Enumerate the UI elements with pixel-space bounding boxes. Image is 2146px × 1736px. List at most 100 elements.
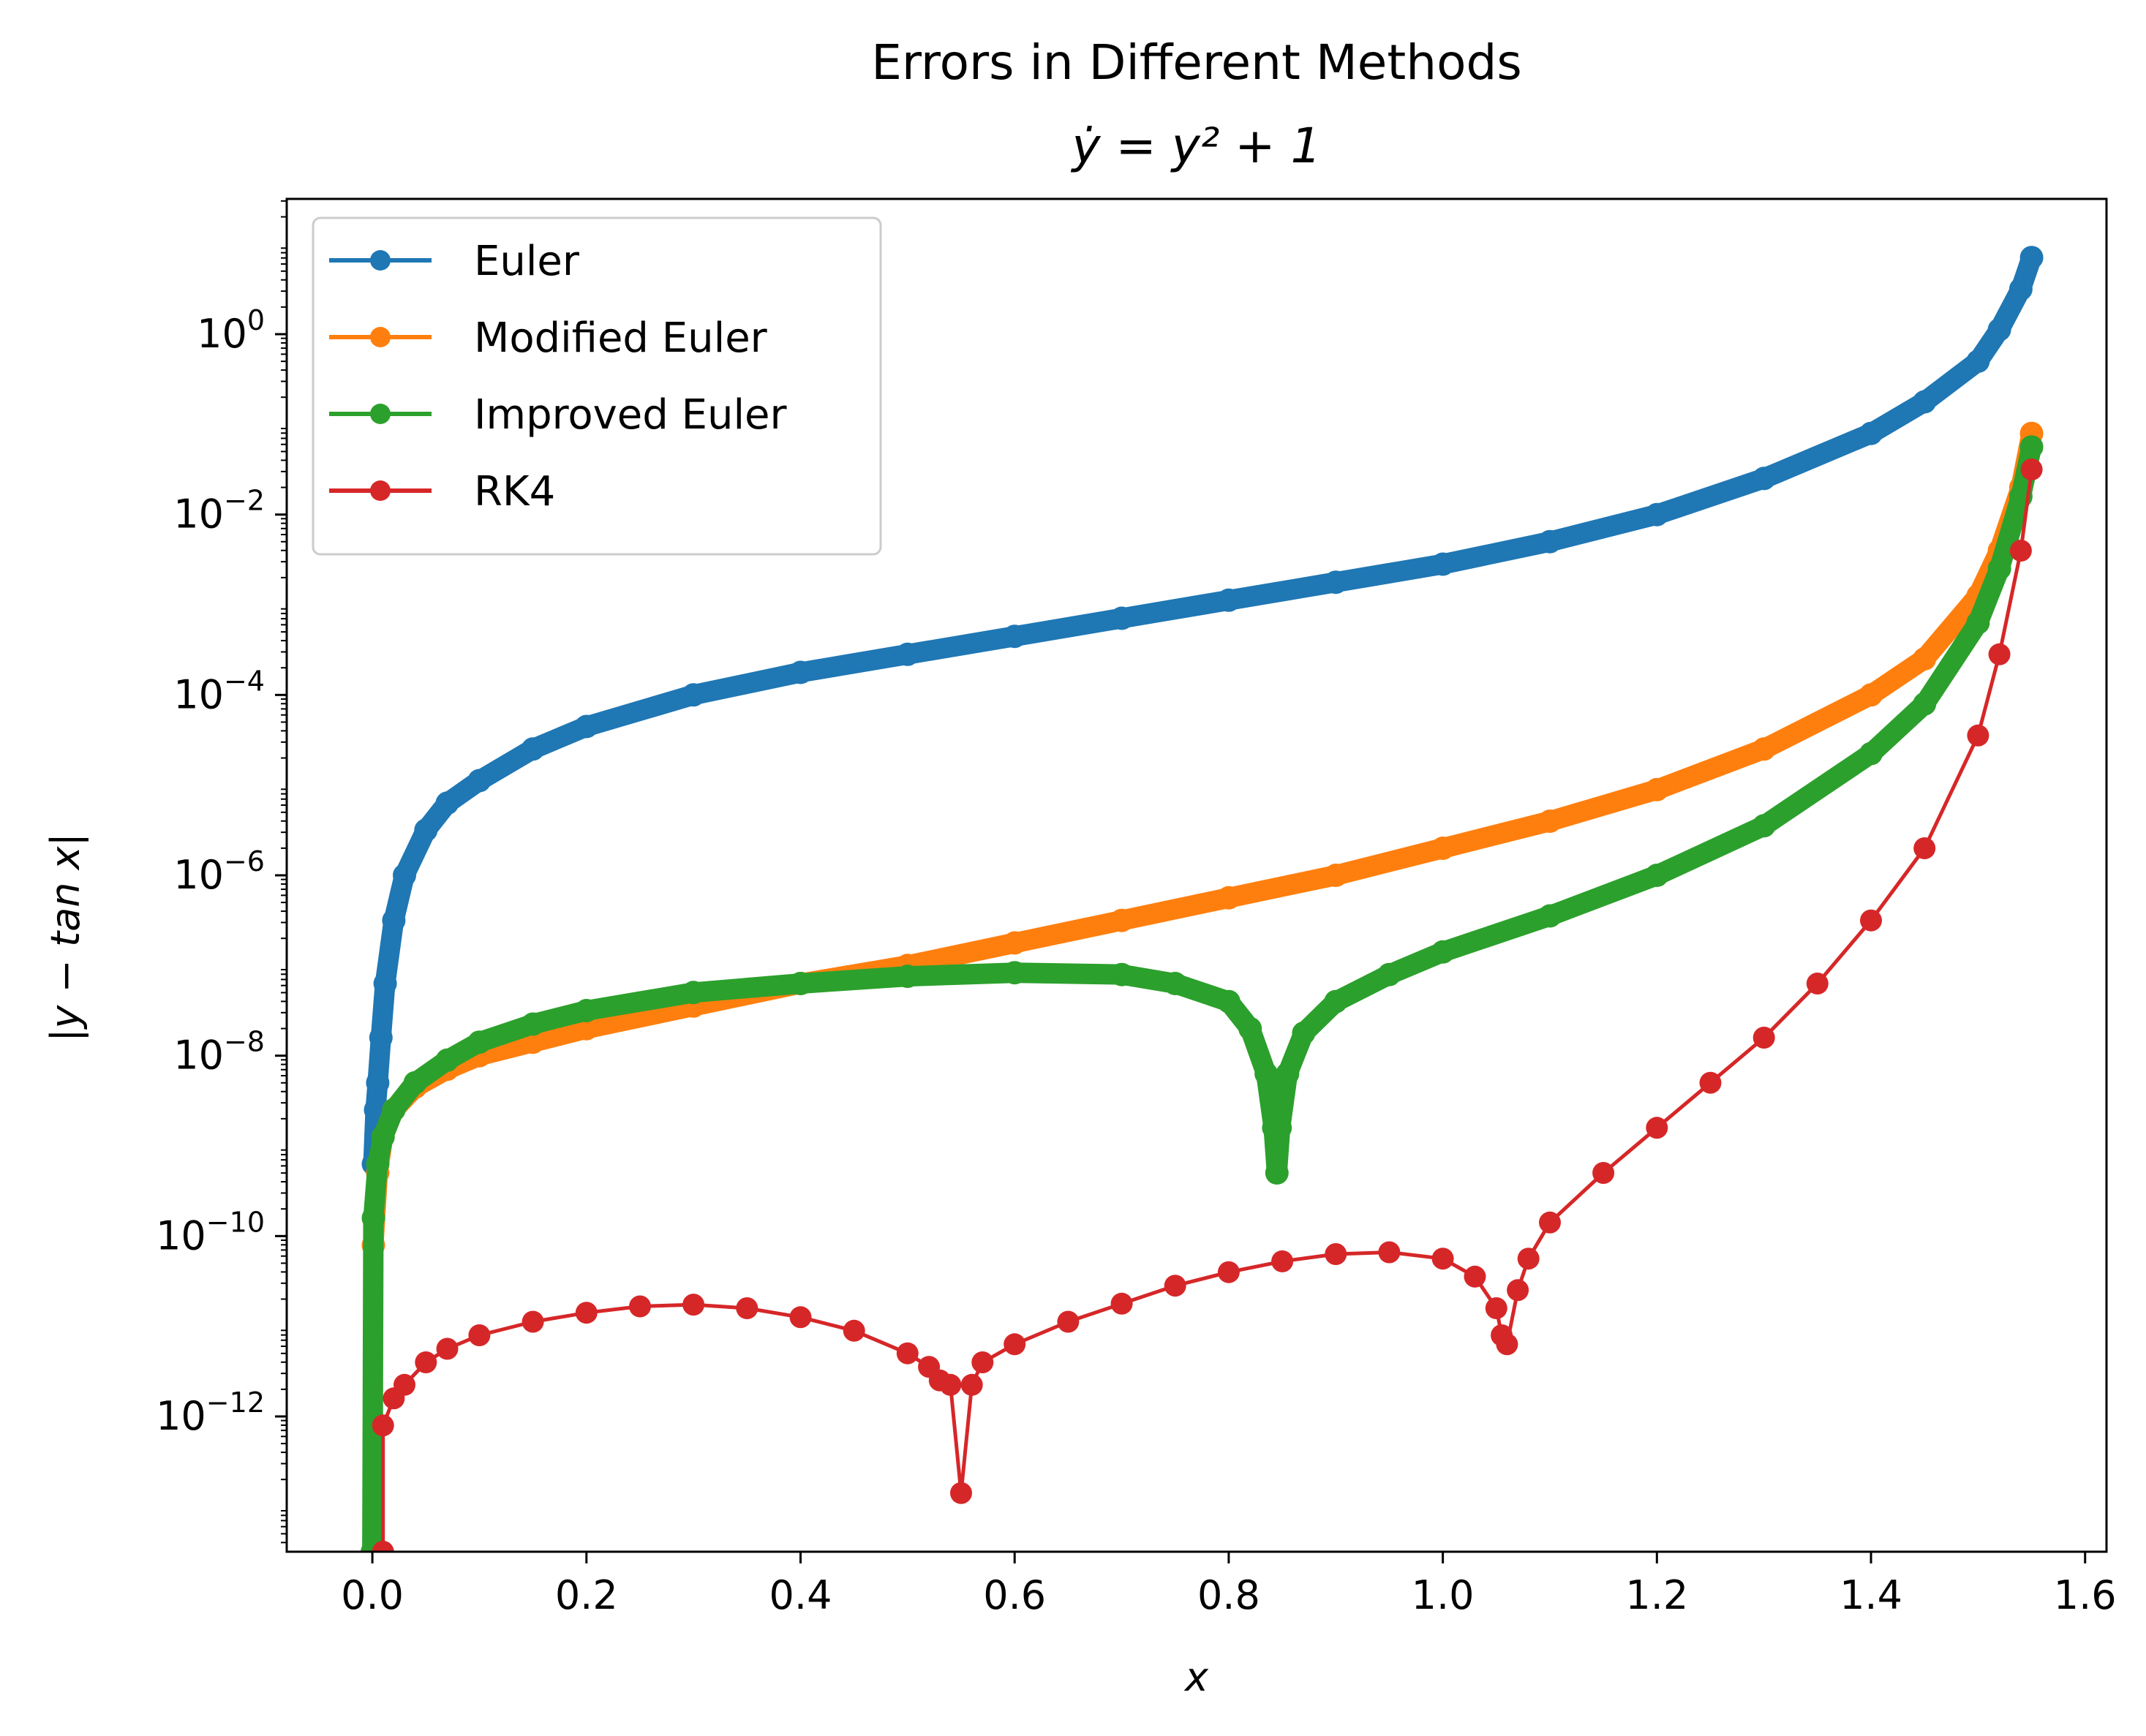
data-point — [371, 1125, 395, 1149]
data-point — [1431, 837, 1455, 860]
data-point — [1265, 1161, 1289, 1185]
data-point — [682, 981, 706, 1005]
data-point — [1806, 973, 1829, 995]
data-point — [1057, 1310, 1080, 1333]
data-point — [521, 737, 545, 761]
data-point — [574, 1016, 598, 1041]
y-axis-label: |y − tan x| — [42, 833, 89, 1042]
legend-marker — [370, 480, 391, 501]
data-point — [393, 864, 416, 887]
data-point — [1377, 962, 1401, 986]
legend-label: Modified Euler — [474, 314, 768, 362]
y-axis: 100 10−2 10−4 10−6 10−8 10−10 10−12 — [156, 200, 287, 1544]
data-point — [788, 660, 813, 684]
data-point — [1003, 624, 1027, 649]
data-point — [789, 1306, 812, 1329]
data-point — [1110, 908, 1134, 932]
data-point — [1538, 529, 1562, 554]
data-point — [1913, 390, 1937, 414]
data-point — [895, 642, 919, 666]
x-tick-label: 1.2 — [1625, 1572, 1688, 1618]
data-point — [1752, 467, 1776, 491]
data-point — [382, 1098, 406, 1122]
data-point — [1966, 611, 1990, 635]
x-tick-label: 1.6 — [2054, 1572, 2117, 1618]
chart-subtitle: ẏ = y² + 1 — [1070, 118, 1321, 174]
data-point — [372, 1414, 394, 1437]
data-point — [1292, 1021, 1316, 1045]
x-tick-label: 0.8 — [1197, 1572, 1260, 1618]
y-tick-label: 10−12 — [156, 1386, 265, 1439]
data-point — [736, 1297, 758, 1319]
data-point — [1496, 1333, 1518, 1356]
data-point — [1859, 421, 1883, 445]
data-point — [1592, 1162, 1615, 1184]
data-point — [373, 972, 397, 995]
legend-item: RK4 — [329, 468, 555, 516]
data-point — [971, 1351, 994, 1373]
data-point — [415, 1351, 437, 1373]
legend-label: RK4 — [474, 468, 555, 516]
data-point — [435, 1048, 459, 1072]
data-point — [1324, 989, 1348, 1014]
data-point — [1645, 502, 1669, 527]
data-point — [2008, 277, 2033, 301]
data-point — [394, 1373, 415, 1396]
data-point — [1431, 940, 1455, 964]
legend-label: Euler — [474, 238, 580, 285]
data-point — [574, 999, 598, 1022]
data-point — [896, 1342, 919, 1365]
x-tick-label: 1.4 — [1840, 1572, 1902, 1618]
data-point — [467, 769, 492, 793]
data-point — [1238, 1016, 1262, 1041]
plot-area — [285, 197, 2108, 1553]
legend-box — [312, 216, 882, 556]
data-point — [522, 1310, 544, 1333]
data-point — [1752, 814, 1776, 838]
x-tick-label: 0.6 — [983, 1572, 1046, 1618]
data-point — [1271, 1250, 1294, 1272]
data-point — [950, 1482, 972, 1504]
data-point — [1164, 1275, 1186, 1297]
x-axis-label: x — [1183, 1654, 1209, 1700]
data-point — [1913, 692, 1937, 716]
y-tick-label: 10−6 — [173, 845, 265, 898]
data-point — [1216, 886, 1240, 910]
data-point — [1507, 1279, 1529, 1302]
x-tick-label: 0.0 — [341, 1572, 404, 1618]
data-point — [366, 1152, 390, 1176]
y-tick-label: 10−4 — [173, 665, 265, 717]
data-point — [1517, 1248, 1540, 1270]
data-point — [682, 683, 706, 707]
legend-item: Euler — [329, 238, 580, 285]
data-point — [574, 714, 598, 739]
legend-item: Modified Euler — [329, 314, 768, 362]
y-tick-label: 10−10 — [156, 1206, 265, 1258]
series-rk4 — [372, 458, 2043, 1552]
data-point — [2009, 540, 2032, 562]
legend: Euler Modified Euler Improved Euler RK4 — [312, 216, 882, 556]
data-point — [1216, 989, 1240, 1014]
chart-title: Errors in Different Methods — [871, 34, 1522, 91]
legend-marker — [370, 404, 391, 424]
data-point — [1268, 1116, 1292, 1140]
data-point — [1538, 904, 1562, 928]
data-point — [1254, 1062, 1279, 1086]
data-point — [467, 1030, 492, 1054]
legend-marker — [370, 327, 391, 347]
data-point — [788, 972, 813, 995]
data-point — [575, 1302, 598, 1324]
x-axis: 0.0 0.2 0.4 0.6 0.8 1.0 1.2 1.4 1.6 — [341, 1552, 2117, 1618]
data-point — [1110, 1292, 1133, 1315]
data-point — [1859, 683, 1883, 707]
data-point — [1003, 931, 1027, 955]
data-point — [1378, 1241, 1401, 1264]
x-tick-label: 1.0 — [1412, 1572, 1475, 1618]
data-point — [1163, 972, 1187, 995]
data-point — [1645, 864, 1669, 887]
data-point — [369, 1026, 393, 1049]
data-point — [1967, 724, 1989, 747]
data-point — [372, 1541, 394, 1552]
data-point — [1217, 1261, 1240, 1283]
